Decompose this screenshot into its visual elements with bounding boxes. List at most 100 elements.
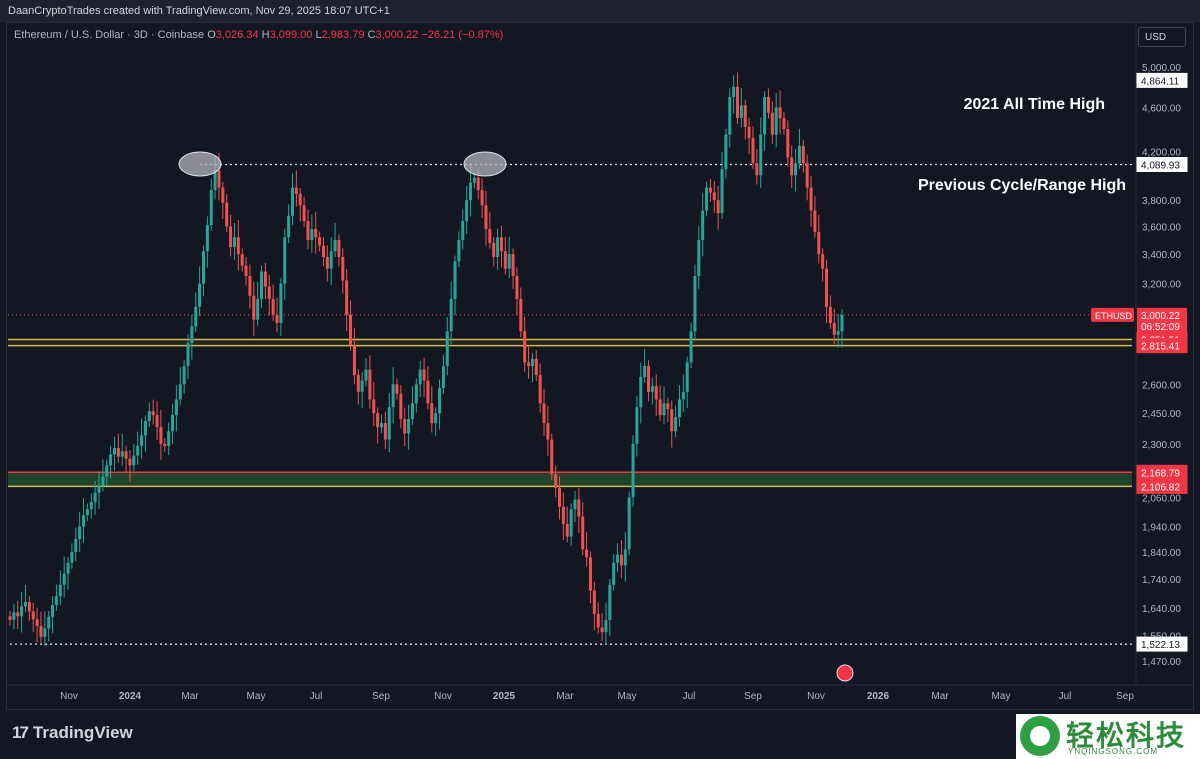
candle[interactable]	[85, 509, 89, 516]
candle[interactable]	[66, 562, 70, 574]
candle[interactable]	[569, 509, 573, 537]
candle[interactable]	[333, 240, 337, 252]
tradingview-logo[interactable]: 17 TradingView	[12, 723, 133, 743]
candle[interactable]	[623, 549, 627, 566]
candle[interactable]	[74, 539, 78, 553]
candle[interactable]	[128, 458, 132, 466]
candle[interactable]	[732, 86, 736, 98]
candle[interactable]	[426, 380, 430, 404]
candle[interactable]	[747, 126, 751, 138]
chart-frame[interactable]	[6, 22, 1194, 710]
candle[interactable]	[352, 344, 356, 376]
candle[interactable]	[182, 365, 186, 385]
candle[interactable]	[260, 271, 264, 299]
candle[interactable]	[143, 421, 147, 436]
candle[interactable]	[360, 380, 364, 392]
candle[interactable]	[453, 261, 457, 299]
candle[interactable]	[619, 554, 623, 566]
candle[interactable]	[368, 369, 372, 400]
candle[interactable]	[163, 443, 167, 446]
candle[interactable]	[124, 451, 128, 459]
candle[interactable]	[581, 516, 585, 550]
candle[interactable]	[410, 403, 414, 420]
candle[interactable]	[190, 326, 194, 344]
candle[interactable]	[205, 225, 209, 252]
candle[interactable]	[588, 557, 592, 591]
candle[interactable]	[47, 616, 51, 629]
candle[interactable]	[186, 343, 190, 366]
candle[interactable]	[492, 242, 496, 257]
candle[interactable]	[480, 190, 484, 206]
candle[interactable]	[825, 268, 829, 307]
candle[interactable]	[774, 107, 778, 135]
candle[interactable]	[248, 276, 252, 296]
candle[interactable]	[151, 411, 155, 416]
candle[interactable]	[828, 306, 832, 324]
candle[interactable]	[78, 526, 82, 540]
candle[interactable]	[635, 407, 639, 444]
candle[interactable]	[329, 251, 333, 269]
candle[interactable]	[786, 129, 790, 158]
candle[interactable]	[662, 403, 666, 416]
candle[interactable]	[821, 254, 825, 269]
candle[interactable]	[766, 97, 770, 113]
candle[interactable]	[654, 386, 658, 400]
candle[interactable]	[488, 229, 492, 243]
candle[interactable]	[496, 237, 500, 257]
candle[interactable]	[650, 386, 654, 392]
candle[interactable]	[12, 612, 16, 620]
candle[interactable]	[225, 202, 229, 227]
candle[interactable]	[809, 187, 813, 211]
candle[interactable]	[461, 221, 465, 241]
candle[interactable]	[631, 443, 635, 498]
candle[interactable]	[112, 448, 116, 455]
candle[interactable]	[441, 365, 445, 389]
candle[interactable]	[499, 237, 503, 252]
candle[interactable]	[232, 237, 236, 248]
candle[interactable]	[252, 295, 256, 320]
candle[interactable]	[840, 314, 844, 332]
candle[interactable]	[600, 627, 604, 633]
candle[interactable]	[395, 384, 399, 394]
candle[interactable]	[294, 187, 298, 194]
candle[interactable]	[236, 237, 240, 255]
candle[interactable]	[399, 393, 403, 420]
candle[interactable]	[167, 431, 171, 446]
candle[interactable]	[256, 298, 260, 320]
candle[interactable]	[596, 613, 600, 628]
candle[interactable]	[310, 229, 314, 241]
candle[interactable]	[116, 448, 120, 457]
candle[interactable]	[751, 137, 755, 164]
candle[interactable]	[136, 445, 140, 456]
candle[interactable]	[797, 145, 801, 164]
candle[interactable]	[689, 331, 693, 363]
candle[interactable]	[403, 419, 407, 434]
candle[interactable]	[558, 487, 562, 507]
candle[interactable]	[418, 369, 422, 385]
candle[interactable]	[120, 451, 124, 457]
candle[interactable]	[712, 192, 716, 201]
candle[interactable]	[279, 283, 283, 324]
candle[interactable]	[23, 602, 27, 607]
candle[interactable]	[356, 375, 360, 392]
candle[interactable]	[836, 331, 840, 335]
candle[interactable]	[97, 485, 101, 493]
candle[interactable]	[739, 105, 743, 119]
candle[interactable]	[592, 590, 596, 614]
candle[interactable]	[472, 177, 476, 183]
candle[interactable]	[198, 283, 202, 307]
candle[interactable]	[503, 251, 507, 269]
candle[interactable]	[782, 118, 786, 130]
candle[interactable]	[639, 376, 643, 408]
candle[interactable]	[302, 205, 306, 222]
candle[interactable]	[685, 362, 689, 392]
candle[interactable]	[240, 254, 244, 266]
candle[interactable]	[585, 549, 589, 558]
candle[interactable]	[449, 298, 453, 332]
candle[interactable]	[379, 423, 383, 428]
candle[interactable]	[132, 455, 136, 466]
candle[interactable]	[720, 169, 724, 214]
candle[interactable]	[109, 454, 113, 466]
candle[interactable]	[267, 286, 271, 299]
candle[interactable]	[534, 358, 538, 376]
